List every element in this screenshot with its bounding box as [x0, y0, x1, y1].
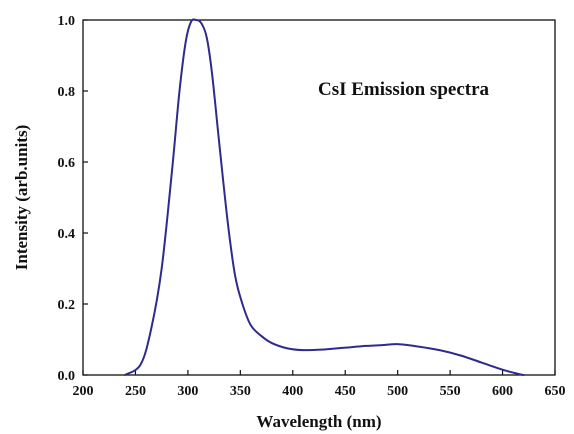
x-tick-label: 350: [230, 384, 251, 399]
series-layer: [123, 18, 525, 376]
y-tick-label: 0.4: [58, 227, 76, 242]
ticks: 200 250 300 350 400 450 500 550 600 650 0.0 0.2 0.4 0…: [58, 14, 566, 399]
y-tick-label: 0.0: [58, 369, 76, 384]
x-axis-title: Wavelength (nm): [256, 412, 381, 431]
x-tick-label: 200: [73, 384, 94, 399]
chart-annotation: CsI Emission spectra: [318, 79, 490, 100]
x-tick-label: 600: [492, 384, 513, 399]
x-tick-label: 450: [335, 384, 356, 399]
plot-area: [82, 19, 556, 376]
x-tick-label: 550: [440, 384, 461, 399]
y-tick-label: 0.6: [58, 156, 76, 171]
y-tick-label: 0.8: [58, 85, 76, 100]
y-tick-label: 0.2: [58, 298, 76, 313]
series-line: [123, 18, 525, 376]
y-axis-title: Intensity (arb.units): [12, 125, 31, 270]
x-tick-label: 300: [177, 384, 198, 399]
x-tick-label: 650: [545, 384, 566, 399]
x-tick-label: 250: [125, 384, 146, 399]
x-tick-label: 500: [387, 384, 408, 399]
plot-frame: [82, 19, 556, 376]
x-tick-label: 400: [282, 384, 303, 399]
y-tick-label: 1.0: [58, 14, 76, 29]
